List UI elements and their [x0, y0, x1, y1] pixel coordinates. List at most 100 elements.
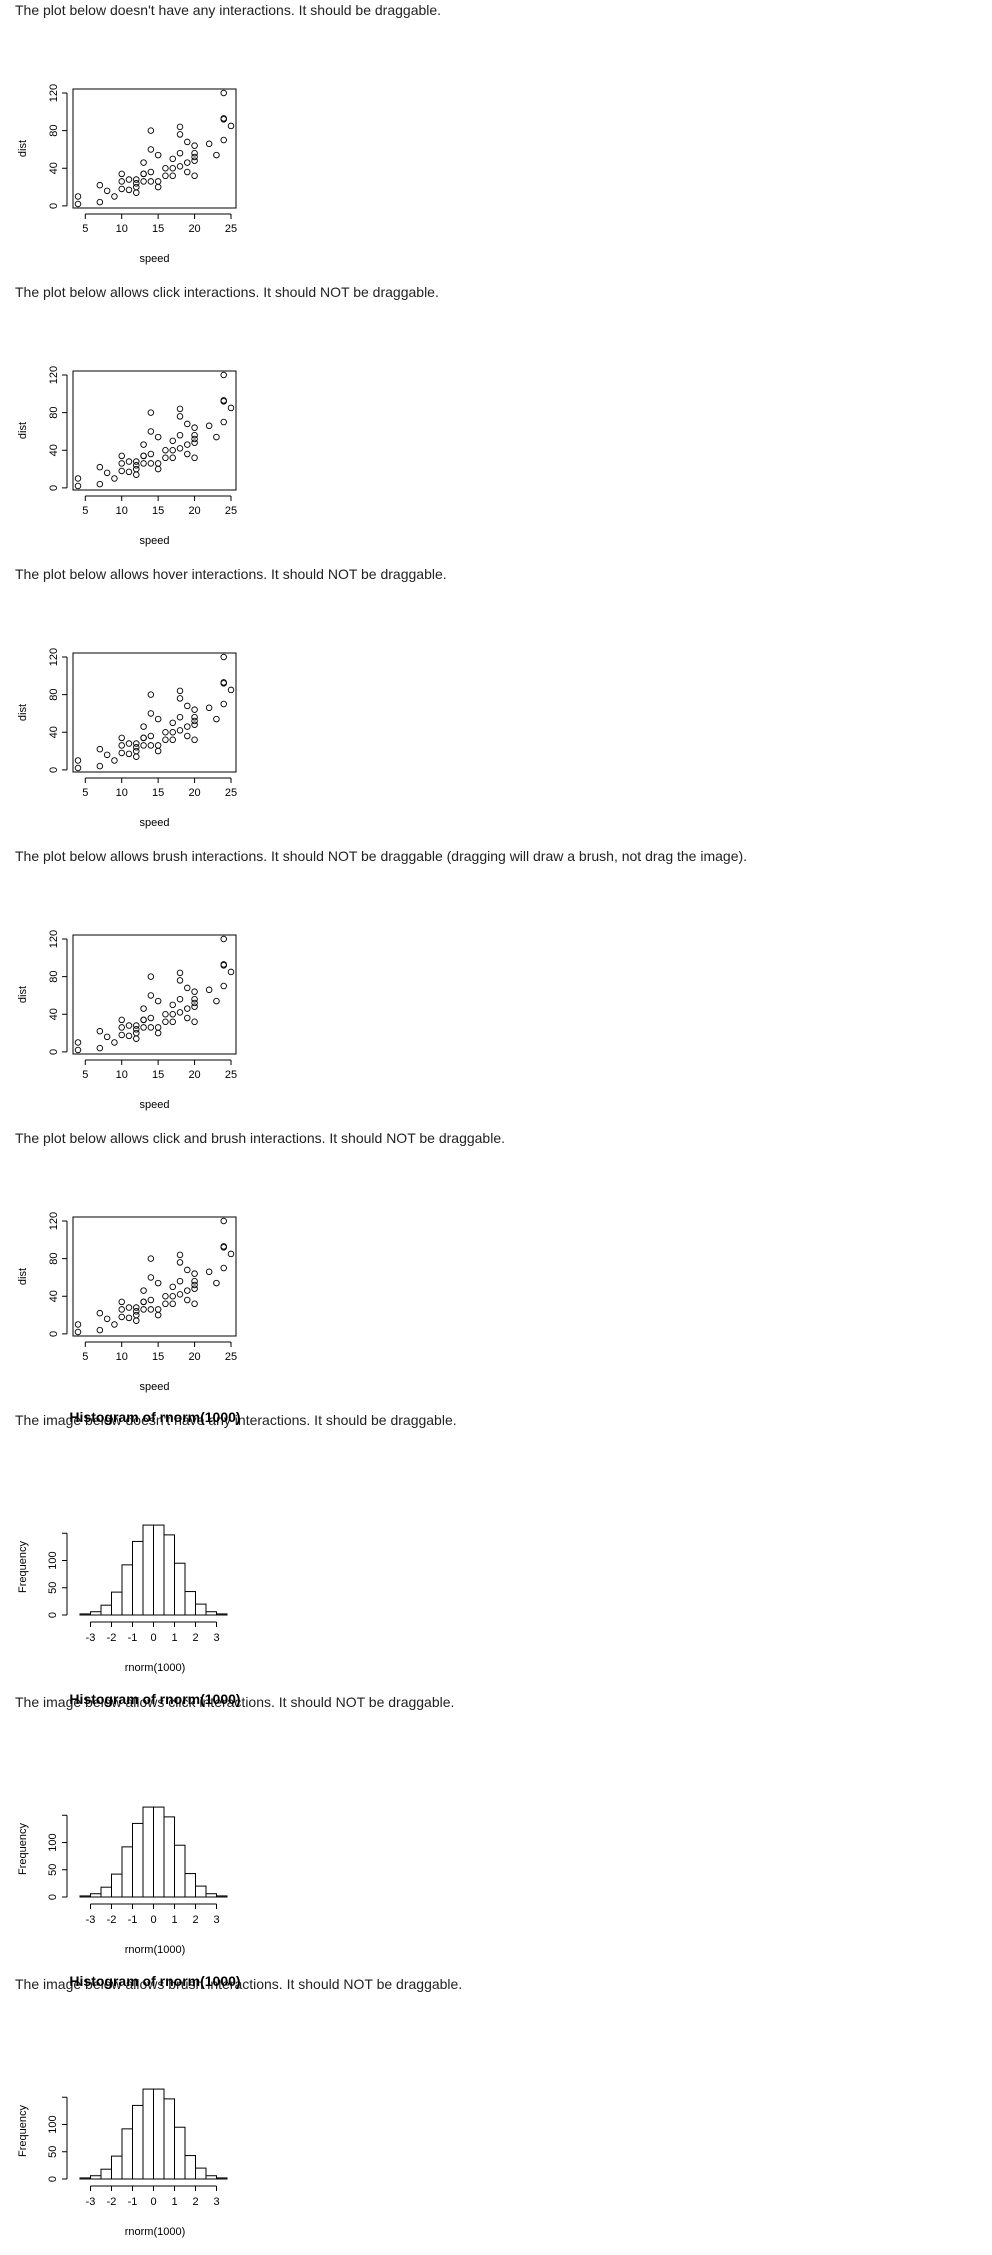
- scatter-point: [140, 1005, 147, 1012]
- scatter-point: [147, 992, 155, 999]
- scatter-point: [133, 747, 140, 755]
- histogram-bar: [121, 1846, 133, 1898]
- y-tick-label: 40: [48, 1290, 60, 1302]
- scatter-point: [147, 1014, 155, 1022]
- scatter-point: [140, 1298, 147, 1306]
- scatter-point: [176, 977, 184, 984]
- histogram-bar: [153, 1524, 165, 1616]
- section-caption: The plot below allows brush interactions…: [15, 848, 748, 864]
- scatter-point: [162, 729, 169, 736]
- histogram-bar: [195, 2167, 207, 2180]
- scatter-point: [220, 418, 227, 426]
- x-tick-label: 25: [225, 1351, 237, 1363]
- scatter-plot[interactable]: 5 10 15 20 25 0 40 80 120 speed dist: [0, 847, 260, 1127]
- scatter-point: [133, 1304, 140, 1311]
- scatter-point: [176, 695, 184, 702]
- scatter-plot[interactable]: 5 10 15 20 25 0 40 80 120 speed dist: [0, 565, 260, 845]
- scatter-point: [133, 753, 140, 760]
- scatter-point: [125, 1314, 133, 1322]
- scatter-point: [140, 1016, 147, 1024]
- scatter-point: [176, 995, 184, 1003]
- scatter-point: [147, 450, 155, 458]
- section-caption: The image below allows brush interaction…: [15, 1976, 463, 1992]
- x-tick-label: 10: [116, 505, 128, 517]
- scatter-point: [118, 1313, 125, 1321]
- histogram-bar: [111, 2155, 123, 2180]
- scatter-point: [191, 1270, 198, 1277]
- scatter-point: [205, 422, 213, 430]
- scatter-point: [220, 136, 227, 144]
- scatter-point: [220, 1243, 227, 1250]
- histogram-bar: [184, 2155, 196, 2180]
- plot-section: The image below allows click interaction…: [0, 1691, 992, 1973]
- y-axis-label: dist: [17, 140, 29, 157]
- x-tick-label: 25: [225, 223, 237, 235]
- scatter-point: [111, 475, 118, 482]
- scatter-plot[interactable]: 5 10 15 20 25 0 40 80 120 speed dist: [0, 283, 260, 563]
- scatter-point: [162, 1018, 169, 1026]
- histogram-bar: [174, 2126, 186, 2180]
- scatter-point: [118, 1024, 125, 1031]
- scatter-point: [118, 178, 125, 185]
- y-tick-label: 120: [48, 1212, 60, 1230]
- scatter-point: [74, 764, 82, 772]
- scatter-point: [147, 691, 155, 698]
- scatter-point: [111, 1321, 118, 1328]
- x-tick-label: 15: [152, 1069, 164, 1081]
- scatter-point: [191, 172, 198, 180]
- x-tick-label: 15: [152, 505, 164, 517]
- scatter-point: [118, 170, 125, 178]
- y-tick-label: 50: [47, 1864, 59, 1876]
- histogram-plot[interactable]: Histogram of rnorm(1000) -3 -2 -1 0 1 2 3 0 50 100…: [0, 1691, 260, 1973]
- x-axis-label: speed: [140, 1381, 170, 1393]
- scatter-plot[interactable]: 5 10 15 20 25 0 40 80 120 speed dist: [0, 1129, 260, 1409]
- scatter-plot[interactable]: 5 10 15 20 25 0 40 80 120 speed dist: [0, 1, 260, 281]
- scatter-point: [169, 454, 176, 462]
- scatter-point: [96, 1027, 104, 1035]
- scatter-point: [140, 742, 147, 749]
- scatter-point: [118, 185, 125, 193]
- plot-section: The plot below allows click and brush in…: [0, 1129, 992, 1409]
- histogram-bar: [90, 2175, 102, 2180]
- plot-box: [72, 1216, 237, 1337]
- scatter-point: [154, 178, 162, 185]
- x-tick-label: 5: [82, 1351, 88, 1363]
- scatter-point: [184, 702, 191, 710]
- histogram-group: Histogram of rnorm(1000) -3 -2 -1 0 1 2 3 0 50 100…: [17, 1409, 241, 1674]
- scatter-point: [74, 200, 82, 208]
- scatter-point: [74, 1039, 82, 1046]
- scatter-point: [133, 462, 140, 469]
- histogram-bar: [132, 1540, 144, 1616]
- scatter-point: [184, 1296, 191, 1304]
- histogram-plot[interactable]: Histogram of rnorm(1000) -3 -2 -1 0 1 2 3 0 50 100…: [0, 1973, 260, 2255]
- histogram-bar: [163, 1534, 175, 1616]
- scatter-point: [162, 165, 169, 172]
- scatter-point: [154, 433, 162, 441]
- scatter-point: [103, 469, 111, 477]
- section-caption: The plot below allows click interactions…: [15, 284, 439, 300]
- scatter-point: [227, 686, 235, 694]
- scatter-point: [191, 1277, 198, 1285]
- section-caption: The plot below allows hover interactions…: [15, 566, 447, 582]
- scatter-point: [140, 723, 147, 730]
- scatter-point: [220, 1217, 227, 1225]
- scatter-point: [147, 409, 155, 416]
- scatter-point: [220, 89, 227, 97]
- x-axis-label: speed: [140, 817, 170, 829]
- x-tick-label: 5: [82, 505, 88, 517]
- scatter-point: [103, 187, 111, 195]
- y-tick-label: 120: [48, 84, 60, 102]
- plot-box: [72, 934, 237, 1055]
- histogram-bar: [121, 1564, 133, 1616]
- scatter-point: [169, 447, 176, 454]
- histogram-bar: [153, 2088, 165, 2180]
- y-tick-label: 50: [47, 2146, 59, 2158]
- histogram-bar: [90, 1893, 102, 1898]
- scatter-point: [140, 441, 147, 448]
- histogram-bar: [174, 1844, 186, 1898]
- histogram-plot[interactable]: Histogram of rnorm(1000) -3 -2 -1 0 1 2 3 0 50 100…: [0, 1409, 260, 1691]
- scatter-point: [111, 757, 118, 764]
- x-tick-label: 10: [116, 787, 128, 799]
- scatter-point: [111, 193, 118, 200]
- x-tick-label: 20: [188, 787, 200, 799]
